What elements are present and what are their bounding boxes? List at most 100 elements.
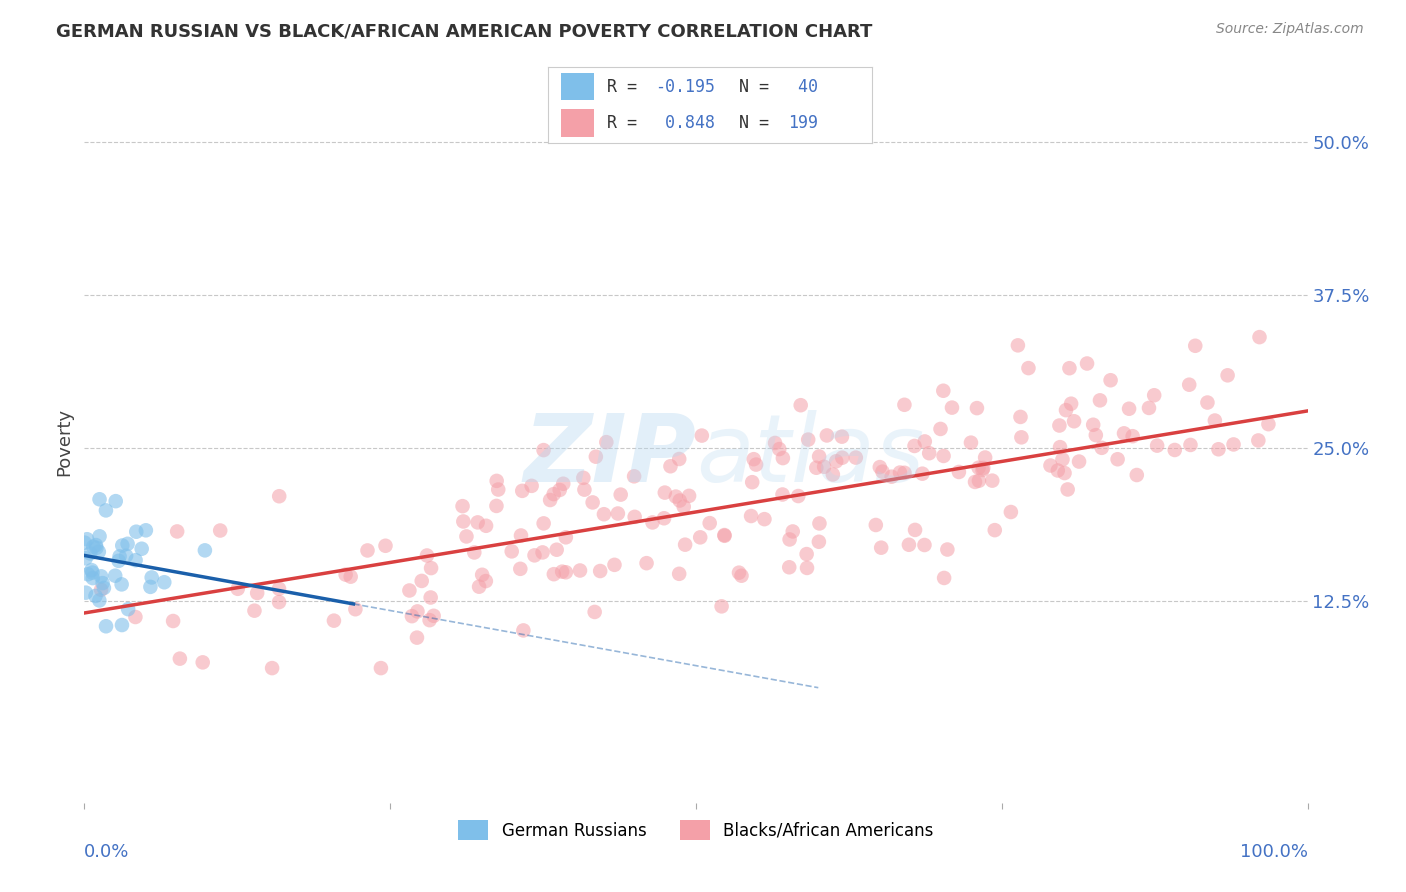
German Russians (84, 538, 107, 552)
Blacks/African Americans (595, 435, 617, 450)
Blacks/African Americans (1063, 414, 1085, 428)
Blacks/African Americans (1053, 466, 1076, 480)
Blacks/African Americans (941, 401, 963, 415)
Blacks/African Americans (1091, 441, 1114, 455)
Blacks/African Americans (398, 583, 420, 598)
Blacks/African Americans (543, 487, 565, 501)
Blacks/African Americans (1247, 434, 1270, 448)
Text: 199: 199 (787, 114, 818, 132)
Blacks/African Americans (821, 467, 844, 482)
Blacks/African Americans (652, 511, 675, 525)
Blacks/African Americans (486, 483, 509, 497)
Blacks/African Americans (845, 450, 868, 465)
Blacks/African Americans (406, 631, 429, 645)
Blacks/African Americans (262, 661, 284, 675)
Blacks/African Americans (967, 460, 990, 475)
Blacks/African Americans (422, 608, 444, 623)
German Russians (89, 593, 111, 607)
Blacks/African Americans (796, 547, 818, 561)
Blacks/African Americans (893, 466, 915, 480)
Blacks/African Americans (831, 430, 853, 444)
Blacks/African Americans (370, 661, 392, 675)
Blacks/African Americans (553, 476, 575, 491)
Blacks/African Americans (510, 528, 533, 542)
Blacks/African Americans (948, 465, 970, 479)
Blacks/African Americans (914, 434, 936, 449)
Blacks/African Americans (689, 530, 711, 544)
German Russians (75, 551, 97, 566)
Blacks/African Americans (768, 442, 790, 456)
Blacks/African Americans (904, 523, 927, 537)
Blacks/African Americans (1107, 452, 1129, 467)
German Russians (111, 577, 134, 591)
Text: Source: ZipAtlas.com: Source: ZipAtlas.com (1216, 22, 1364, 37)
Blacks/African Americans (636, 556, 658, 570)
Blacks/African Americans (531, 545, 554, 559)
Blacks/African Americans (754, 512, 776, 526)
Text: N =: N = (740, 78, 779, 95)
Blacks/African Americans (740, 508, 762, 523)
German Russians (93, 581, 115, 595)
Blacks/African Americans (572, 471, 595, 485)
Y-axis label: Poverty: Poverty (55, 408, 73, 475)
German Russians (86, 541, 108, 555)
Blacks/African Americans (889, 466, 911, 480)
Blacks/African Americans (710, 599, 733, 614)
German Russians (135, 524, 157, 538)
German Russians (94, 503, 117, 517)
Blacks/African Americans (678, 489, 700, 503)
Blacks/African Americans (1039, 458, 1062, 473)
Blacks/African Americans (918, 446, 941, 460)
Blacks/African Americans (690, 428, 713, 442)
Blacks/African Americans (807, 534, 830, 549)
Blacks/African Americans (267, 582, 290, 596)
Blacks/African Americans (623, 469, 645, 483)
Text: GERMAN RUSSIAN VS BLACK/AFRICAN AMERICAN POVERTY CORRELATION CHART: GERMAN RUSSIAN VS BLACK/AFRICAN AMERICAN… (56, 22, 873, 40)
German Russians (84, 589, 107, 603)
Blacks/African Americans (1076, 357, 1098, 371)
Blacks/African Americans (1118, 401, 1140, 416)
Blacks/African Americans (543, 567, 565, 582)
Blacks/African Americans (475, 518, 498, 533)
Blacks/African Americans (510, 483, 533, 498)
German Russians (79, 546, 101, 560)
Blacks/African Americans (1204, 413, 1226, 427)
Blacks/African Americans (1216, 368, 1239, 383)
Blacks/African Americans (1067, 454, 1090, 468)
Blacks/African Americans (1060, 397, 1083, 411)
Blacks/African Americans (554, 530, 576, 544)
German Russians (82, 571, 104, 585)
Blacks/African Americans (967, 474, 990, 488)
Blacks/African Americans (420, 561, 443, 575)
Blacks/African Americans (772, 451, 794, 466)
Blacks/African Americans (815, 428, 838, 442)
German Russians (108, 549, 131, 564)
Blacks/African Americans (1054, 403, 1077, 417)
Blacks/African Americans (825, 454, 848, 468)
Blacks/African Americans (485, 499, 508, 513)
Blacks/African Americans (456, 529, 478, 543)
German Russians (131, 541, 153, 556)
Blacks/African Americans (243, 604, 266, 618)
Blacks/African Americans (960, 435, 983, 450)
German Russians (107, 554, 129, 568)
German Russians (90, 569, 112, 583)
Text: R =: R = (606, 114, 647, 132)
Blacks/African Americans (745, 458, 768, 472)
Blacks/African Americans (335, 567, 357, 582)
Text: 0.848: 0.848 (655, 114, 716, 132)
Blacks/African Americans (641, 516, 664, 530)
Legend: German Russians, Blacks/African Americans: German Russians, Blacks/African American… (450, 812, 942, 848)
German Russians (139, 580, 162, 594)
German Russians (124, 553, 146, 567)
Blacks/African Americans (509, 562, 531, 576)
Blacks/African Americans (1164, 442, 1187, 457)
Blacks/African Americans (467, 516, 489, 530)
Blacks/African Americans (865, 518, 887, 533)
Blacks/African Americans (897, 538, 920, 552)
Blacks/African Americans (741, 475, 763, 490)
Blacks/African Americans (267, 595, 290, 609)
Blacks/African Americans (468, 580, 491, 594)
Blacks/African Americans (972, 461, 994, 475)
German Russians (87, 545, 110, 559)
